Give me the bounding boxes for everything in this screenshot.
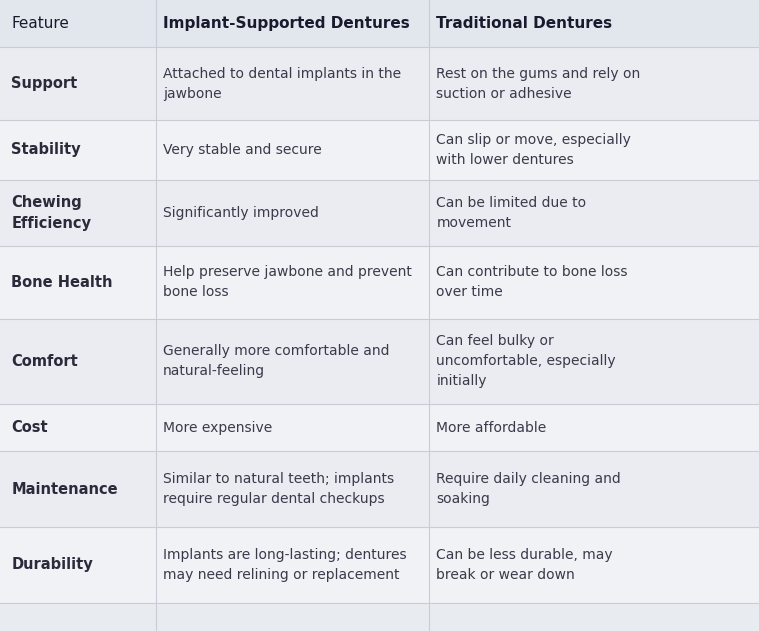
Bar — [0, 180, 759, 246]
Bar — [0, 47, 759, 120]
Text: Maintenance: Maintenance — [11, 481, 118, 497]
Text: Support: Support — [11, 76, 77, 91]
Text: More expensive: More expensive — [163, 420, 272, 435]
Text: Can slip or move, especially
with lower dentures: Can slip or move, especially with lower … — [436, 133, 631, 167]
Bar — [0, 404, 759, 451]
Text: Similar to natural teeth; implants
require regular dental checkups: Similar to natural teeth; implants requi… — [163, 472, 395, 506]
Text: Chewing
Efficiency: Chewing Efficiency — [11, 195, 91, 231]
Text: Generally more comfortable and
natural-feeling: Generally more comfortable and natural-f… — [163, 345, 389, 378]
Text: Require daily cleaning and
soaking: Require daily cleaning and soaking — [436, 472, 621, 506]
Text: Significantly improved: Significantly improved — [163, 206, 319, 220]
Text: Durability: Durability — [11, 557, 93, 572]
Text: Can be less durable, may
break or wear down: Can be less durable, may break or wear d… — [436, 548, 613, 582]
Bar — [0, 451, 759, 527]
Text: Implants are long-lasting; dentures
may need relining or replacement: Implants are long-lasting; dentures may … — [163, 548, 407, 582]
Bar — [0, 246, 759, 319]
Text: More affordable: More affordable — [436, 420, 546, 435]
Bar — [0, 0, 759, 47]
Text: Help preserve jawbone and prevent
bone loss: Help preserve jawbone and prevent bone l… — [163, 266, 412, 299]
Text: Bone Health: Bone Health — [11, 275, 113, 290]
Text: Attached to dental implants in the
jawbone: Attached to dental implants in the jawbo… — [163, 67, 402, 100]
Text: Rest on the gums and rely on
suction or adhesive: Rest on the gums and rely on suction or … — [436, 67, 641, 100]
Text: Can feel bulky or
uncomfortable, especially
initially: Can feel bulky or uncomfortable, especia… — [436, 334, 616, 388]
Text: Comfort: Comfort — [11, 354, 78, 369]
Text: Feature: Feature — [11, 16, 69, 31]
Text: Very stable and secure: Very stable and secure — [163, 143, 322, 157]
Text: Can contribute to bone loss
over time: Can contribute to bone loss over time — [436, 266, 628, 299]
Text: Cost: Cost — [11, 420, 48, 435]
Bar — [0, 527, 759, 603]
Bar — [0, 319, 759, 404]
Text: Can be limited due to
movement: Can be limited due to movement — [436, 196, 587, 230]
Text: Traditional Dentures: Traditional Dentures — [436, 16, 613, 31]
Bar — [0, 120, 759, 180]
Text: Implant-Supported Dentures: Implant-Supported Dentures — [163, 16, 410, 31]
Text: Stability: Stability — [11, 143, 81, 157]
